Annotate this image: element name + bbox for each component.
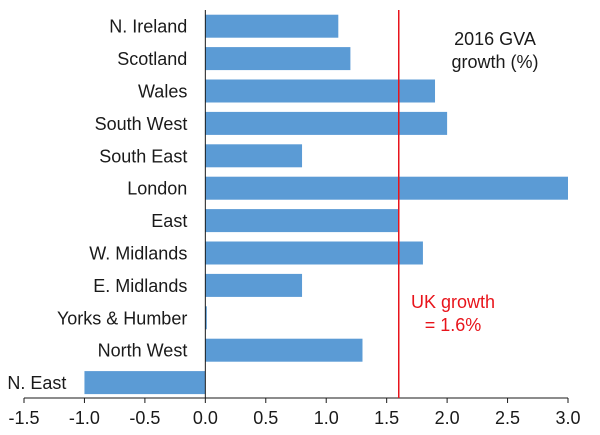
category-label: E. Midlands <box>93 276 187 296</box>
category-labels: N. Ireland Scotland Wales South West South E… <box>7 17 187 393</box>
bar-n-ireland <box>205 14 339 38</box>
chart-title-line-2: growth (%) <box>451 52 538 72</box>
x-tick-label: 0.5 <box>253 408 278 428</box>
category-label: W. Midlands <box>89 244 187 264</box>
category-label: London <box>127 179 187 199</box>
reference-label-line-1: UK growth <box>411 292 495 312</box>
x-tick-label: -1.5 <box>8 408 39 428</box>
x-tick-label: -0.5 <box>129 408 160 428</box>
category-label: South East <box>99 146 187 166</box>
chart-title-line-1: 2016 GVA <box>454 29 536 49</box>
bar-n-east <box>84 371 206 395</box>
category-label: N. East <box>7 373 66 393</box>
x-tick-label: 1.5 <box>374 408 399 428</box>
bar-w-midlands <box>205 241 423 265</box>
reference-annotation: UK growth = 1.6% <box>411 292 495 335</box>
bar-north-west <box>205 338 363 362</box>
category-label: Wales <box>138 82 187 102</box>
x-tick-label: 0.0 <box>193 408 218 428</box>
category-label: Scotland <box>117 49 187 69</box>
category-label: South West <box>95 114 188 134</box>
category-label: Yorks & Humber <box>57 308 187 328</box>
bar-e-midlands <box>205 273 303 297</box>
bar-east <box>205 209 399 233</box>
x-tick-label: 2.5 <box>495 408 520 428</box>
bar-scotland <box>205 47 351 71</box>
category-label: North West <box>98 341 188 361</box>
bar-south-east <box>205 144 303 168</box>
bar-south-west <box>205 111 448 135</box>
reference-label-line-2: = 1.6% <box>425 315 482 335</box>
x-tick-label: -1.0 <box>69 408 100 428</box>
x-tick-label: 1.0 <box>314 408 339 428</box>
bar-london <box>205 176 569 200</box>
x-tick-label: 2.0 <box>435 408 460 428</box>
bar-wales <box>205 79 436 103</box>
category-label: N. Ireland <box>109 17 187 37</box>
x-axis: -1.5 -1.0 -0.5 0.0 0.5 1.0 1.5 2.0 2.5 3.0 <box>8 10 581 428</box>
bar-yorks-humber <box>205 306 207 330</box>
category-label: East <box>151 211 187 231</box>
x-tick-label: 3.0 <box>555 408 580 428</box>
chart-title: 2016 GVA growth (%) <box>451 29 538 72</box>
bar-group <box>84 14 569 395</box>
